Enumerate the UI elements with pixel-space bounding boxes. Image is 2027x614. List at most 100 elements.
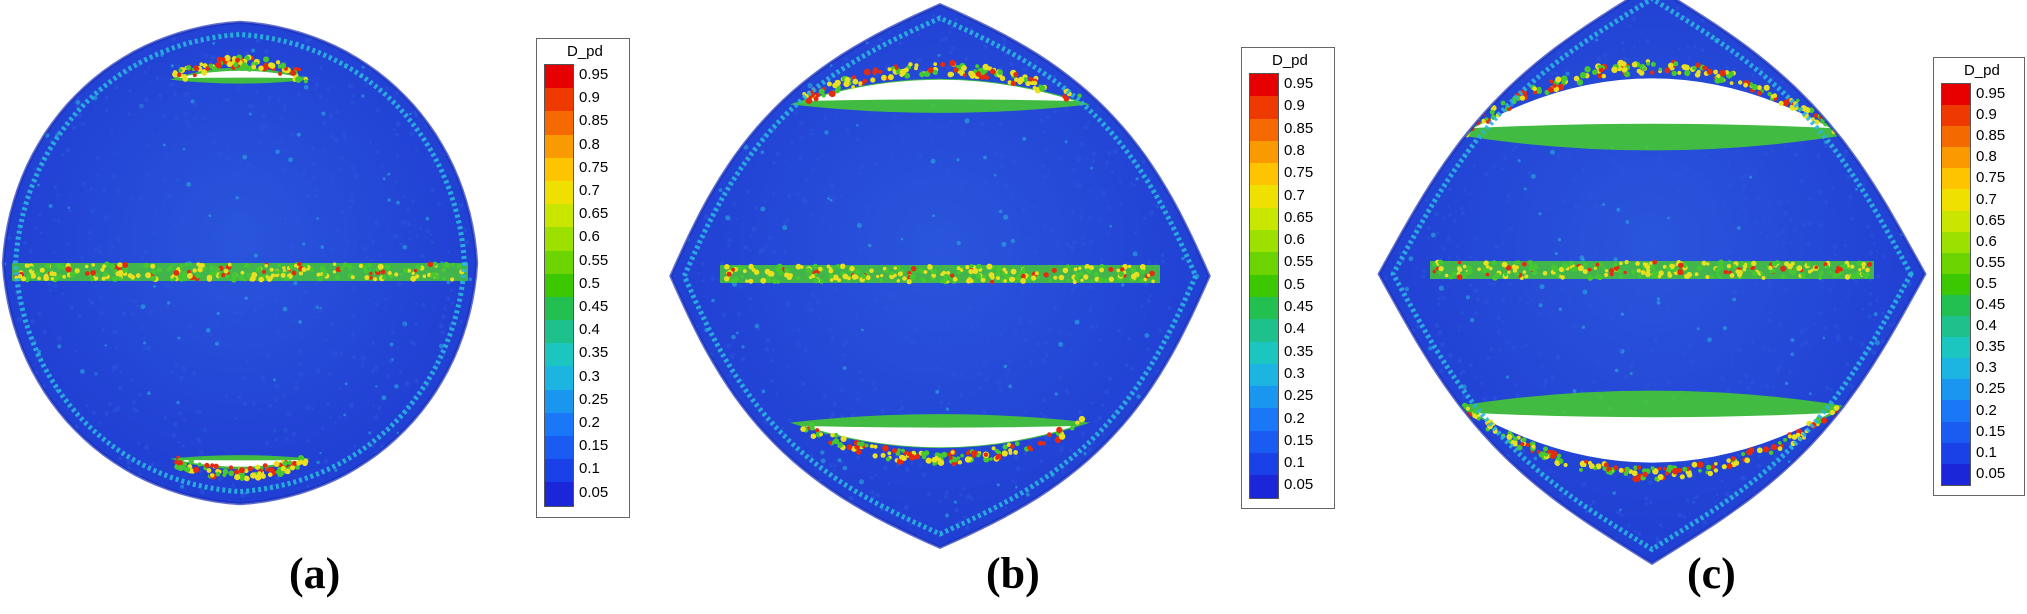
panel-label-c: (c)	[1687, 548, 1736, 599]
legend-swatch	[1250, 185, 1278, 207]
legend-tick-label: 0.8	[579, 137, 600, 152]
legend-swatch	[545, 135, 573, 158]
legend-tick-label: 0.85	[1976, 128, 2005, 143]
legend-tick-label: 0.45	[1284, 299, 1313, 314]
legend-title: D_pd	[1272, 52, 1308, 69]
legend-swatch	[1250, 141, 1278, 163]
legend-tick-label: 0.5	[1976, 276, 1997, 291]
legend-tick-label: 0.95	[1976, 86, 2005, 101]
legend-tick-label: 0.9	[579, 90, 600, 105]
legend-swatch	[1250, 208, 1278, 230]
legend-swatch	[1942, 400, 1970, 421]
legend-tick-label: 0.7	[1976, 192, 1997, 207]
legend-swatch	[1250, 163, 1278, 185]
legend-swatch	[545, 181, 573, 204]
legend-tick-label: 0.6	[1284, 232, 1305, 247]
legend-swatch	[1942, 147, 1970, 168]
legend-tick-label: 0.75	[579, 160, 608, 175]
legend-swatch	[1942, 189, 1970, 210]
legend-tick-label: 0.3	[1284, 366, 1305, 381]
legend-swatch	[1942, 379, 1970, 400]
legend-tick-label: 0.2	[579, 415, 600, 430]
legend-tick-label: 0.75	[1976, 170, 2005, 185]
legend-swatch	[545, 227, 573, 250]
legend-tick-label: 0.4	[1976, 318, 1997, 333]
legend-tick-label: 0.15	[1976, 424, 2005, 439]
legend-swatches	[544, 64, 574, 507]
legend-swatch	[545, 413, 573, 436]
legend-tick-label: 0.9	[1284, 98, 1305, 113]
legend-swatch	[1250, 453, 1278, 475]
legend-swatch	[1942, 253, 1970, 274]
legend-tick-label: 0.25	[1976, 381, 2005, 396]
legend-tick-label: 0.35	[579, 345, 608, 360]
legend-swatch	[1942, 295, 1970, 316]
legend-tick-label: 0.95	[579, 67, 608, 82]
legend-swatch	[545, 204, 573, 227]
legend-swatches	[1941, 83, 1971, 486]
legend-swatch	[545, 88, 573, 111]
panel-label-a: (a)	[289, 548, 340, 599]
center-crack-band	[12, 262, 468, 283]
legend-swatch	[1942, 105, 1970, 126]
legend-swatches	[1249, 73, 1279, 499]
legend-tick-label: 0.4	[1284, 321, 1305, 336]
legend-tick-label: 0.35	[1976, 339, 2005, 354]
legend-tick-label: 0.1	[1284, 455, 1305, 470]
legend-swatch	[1250, 297, 1278, 319]
legend-tick-label: 0.85	[579, 113, 608, 128]
legend-tick-label: 0.2	[1976, 403, 1997, 418]
legend-tick-label: 0.8	[1284, 143, 1305, 158]
legend-tick-label: 0.25	[1284, 388, 1313, 403]
legend-swatch	[1942, 316, 1970, 337]
legend-swatch	[1942, 422, 1970, 443]
legend-swatch	[545, 343, 573, 366]
legend-tick-label: 0.6	[579, 229, 600, 244]
legend-swatch	[545, 65, 573, 88]
center-crack-band	[720, 264, 1160, 285]
legend-swatch	[545, 251, 573, 274]
legend-swatch	[545, 158, 573, 181]
legend-tick-label: 0.35	[1284, 344, 1313, 359]
legend-tick-label: 0.1	[579, 461, 600, 476]
legend-tick-label: 0.05	[579, 485, 608, 500]
legend-tick-label: 0.5	[579, 276, 600, 291]
legend-tick-label: 0.05	[1976, 466, 2005, 481]
legend-swatch	[1942, 274, 1970, 295]
legend-tick-label: 0.8	[1976, 149, 1997, 164]
legend-tick-label: 0.55	[579, 253, 608, 268]
legend-swatch	[1942, 84, 1970, 105]
legend-tick-label: 0.05	[1284, 477, 1313, 492]
legend-tick-label: 0.45	[1976, 297, 2005, 312]
legend-swatch	[545, 111, 573, 134]
legend-tick-label: 0.2	[1284, 411, 1305, 426]
legend-tick-label: 0.75	[1284, 165, 1313, 180]
legend-swatch	[1250, 319, 1278, 341]
bottom-arc-crack	[1454, 391, 1850, 483]
legend-tick-label: 0.1	[1976, 445, 1997, 460]
legend-swatch	[545, 436, 573, 459]
legend-swatch	[1250, 230, 1278, 252]
legend-tick-label: 0.55	[1976, 255, 2005, 270]
legend-title: D_pd	[567, 43, 603, 60]
legend-tick-label: 0.5	[1284, 277, 1305, 292]
damage-map-b	[651, 0, 1224, 567]
legend-tick-label: 0.25	[579, 392, 608, 407]
legend-tick-label: 0.3	[1976, 360, 1997, 375]
legend-swatch	[1942, 168, 1970, 189]
legend-tick-label: 0.55	[1284, 254, 1313, 269]
legend-swatch	[1250, 431, 1278, 453]
legend-swatch	[1250, 252, 1278, 274]
legend-swatch	[545, 482, 573, 505]
legend-title: D_pd	[1964, 62, 2000, 79]
legend-swatch	[1250, 408, 1278, 430]
legend-swatch	[1942, 232, 1970, 253]
legend-swatch	[1250, 119, 1278, 141]
legend-swatch	[545, 297, 573, 320]
legend-tick-label: 0.65	[579, 206, 608, 221]
